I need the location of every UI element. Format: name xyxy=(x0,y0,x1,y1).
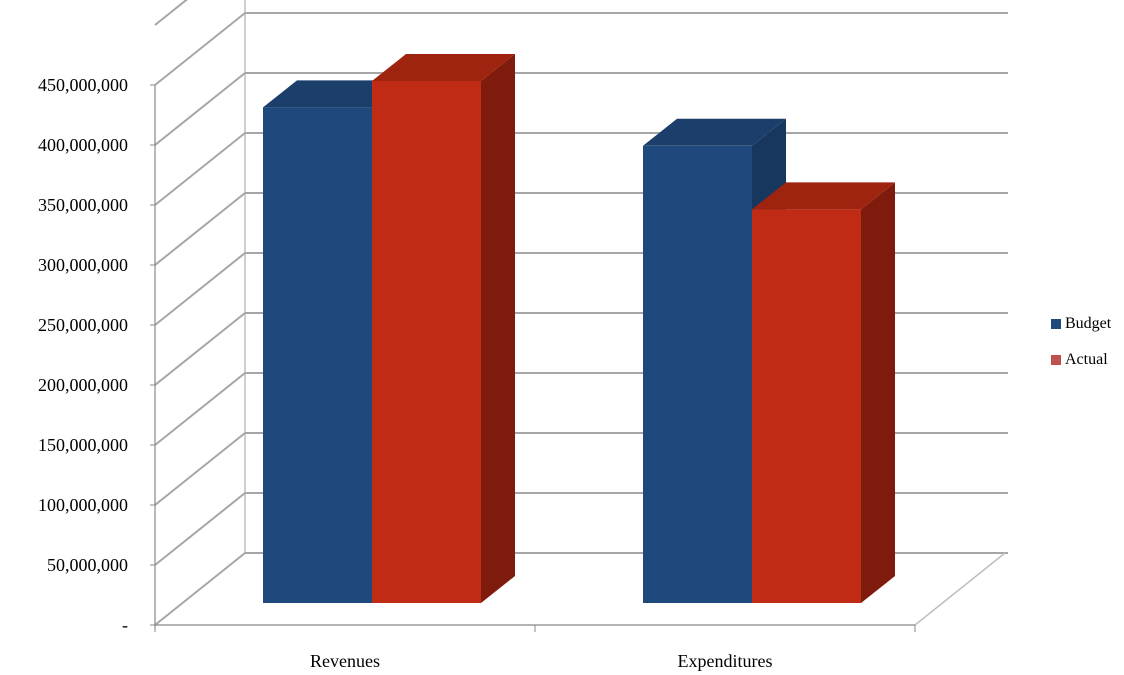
bar-actual-expenditures xyxy=(752,209,861,603)
gridline-side xyxy=(154,372,246,446)
gridline-side xyxy=(154,552,246,626)
y-tick-label: 50,000,000 xyxy=(47,555,128,575)
y-tick-label: 450,000,000 xyxy=(38,75,128,95)
y-tick-labels: - 50,000,000 100,000,000 150,000,000 200,000… xyxy=(38,75,128,635)
bar-budget-expenditures xyxy=(643,145,752,604)
chart-bars xyxy=(263,54,895,604)
legend-swatch-actual xyxy=(1051,355,1061,365)
bar-budget-revenues xyxy=(263,107,372,604)
y-tick-label: 200,000,000 xyxy=(38,375,128,395)
bar-actual-revenues xyxy=(372,81,481,603)
x-tick-label: Revenues xyxy=(310,651,380,671)
gridline-side xyxy=(154,432,246,506)
x-tick-labels: Revenues Expenditures xyxy=(310,651,772,671)
bar-top-actual-expenditures xyxy=(752,182,895,210)
legend-label-actual: Actual xyxy=(1065,351,1108,368)
gridline-side xyxy=(154,312,246,386)
gridline-side xyxy=(154,72,246,146)
bar-top-budget-revenues xyxy=(263,80,406,108)
legend-swatch-budget xyxy=(1051,319,1061,329)
legend-item-budget: Budget xyxy=(1051,313,1121,335)
gridline-side xyxy=(154,132,246,206)
legend: Budget Actual xyxy=(1051,313,1121,385)
bar-side-actual-expenditures xyxy=(861,182,895,603)
gridline-side xyxy=(154,0,188,26)
gridline-side xyxy=(154,492,246,566)
y-axis xyxy=(150,84,156,629)
y-tick-label: 150,000,000 xyxy=(38,435,128,455)
legend-item-actual: Actual xyxy=(1051,349,1121,371)
bar-top-actual-revenues xyxy=(372,54,515,81)
x-axis xyxy=(154,624,916,632)
legend-label-budget: Budget xyxy=(1065,315,1112,332)
y-tick-label: - xyxy=(122,615,128,635)
y-tick-label: 300,000,000 xyxy=(38,255,128,275)
bar-side-actual-revenues xyxy=(481,54,515,603)
gridline-side xyxy=(154,192,246,266)
y-tick-label: 100,000,000 xyxy=(38,495,128,515)
bar-top-budget-expenditures xyxy=(643,118,786,146)
y-tick-label: 400,000,000 xyxy=(38,135,128,155)
x-tick-label: Expenditures xyxy=(678,651,773,671)
gridline-side xyxy=(154,252,246,326)
y-tick-label: 250,000,000 xyxy=(38,315,128,335)
gridline-side xyxy=(154,12,246,86)
y-tick-label: 350,000,000 xyxy=(38,195,128,215)
floor-right-edge xyxy=(914,552,1006,626)
